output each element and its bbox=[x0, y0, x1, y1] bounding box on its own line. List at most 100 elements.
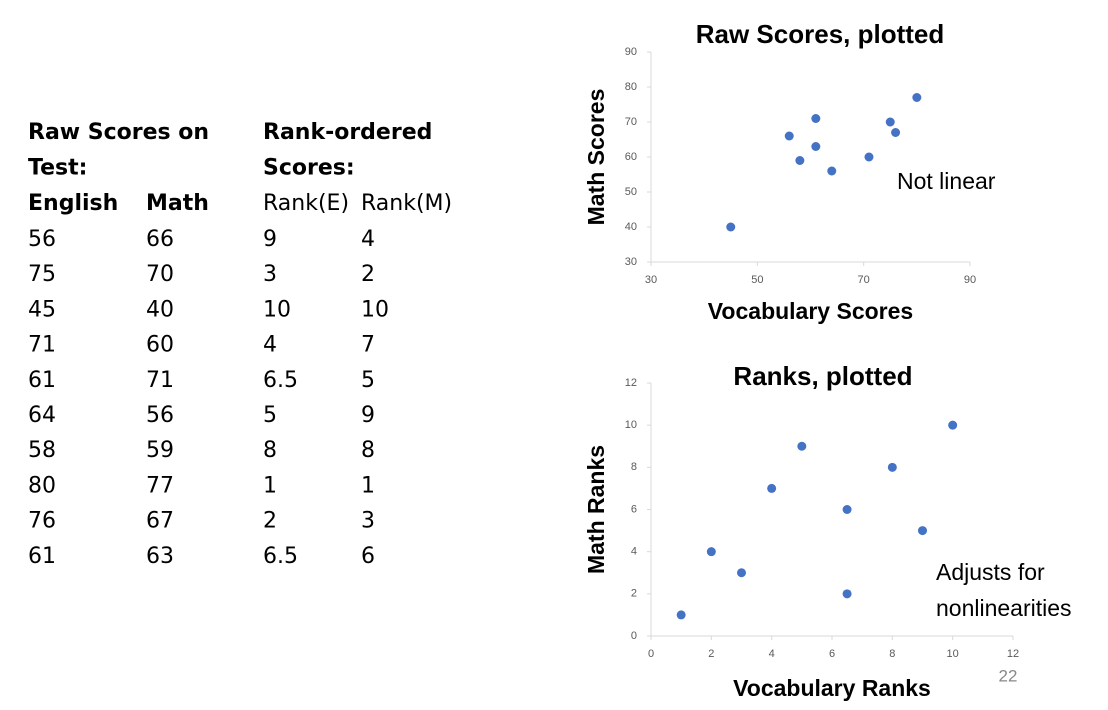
table-cell: 5 bbox=[361, 368, 375, 393]
table-cell: 3 bbox=[361, 509, 375, 534]
y-tick-label: 10 bbox=[625, 419, 637, 431]
x-tick-label: 4 bbox=[769, 648, 775, 660]
table-cell: 8 bbox=[361, 438, 375, 463]
table-cell: 6.5 bbox=[263, 544, 298, 569]
table-cell: 1 bbox=[361, 473, 375, 498]
chart-title: Ranks, plotted bbox=[733, 361, 912, 391]
y-axis-label: Math Ranks bbox=[583, 445, 609, 574]
x-axis-label: Vocabulary Ranks bbox=[733, 675, 931, 701]
point bbox=[811, 142, 821, 151]
point bbox=[706, 547, 716, 557]
point bbox=[737, 568, 746, 578]
point bbox=[797, 441, 807, 451]
table-cell: 59 bbox=[146, 438, 174, 463]
table-cell: 2 bbox=[361, 262, 375, 287]
y-tick-label: 70 bbox=[625, 116, 637, 128]
y-tick-label: 6 bbox=[631, 503, 637, 515]
point bbox=[842, 505, 852, 514]
table-cell: 1 bbox=[263, 473, 277, 498]
table-cell: 45 bbox=[28, 297, 56, 322]
y-tick-label: 90 bbox=[625, 46, 637, 58]
column-header: English bbox=[28, 191, 118, 216]
point bbox=[842, 589, 852, 599]
x-tick-label: 12 bbox=[1007, 648, 1019, 660]
point bbox=[827, 166, 837, 176]
y-tick-label: 80 bbox=[625, 81, 637, 93]
point bbox=[887, 462, 897, 472]
table-cell: 2 bbox=[263, 509, 277, 534]
y-tick-label: 8 bbox=[631, 461, 637, 473]
table-cell: 61 bbox=[28, 368, 56, 393]
table-cell: 9 bbox=[361, 403, 375, 428]
table-header: Scores: bbox=[263, 156, 355, 181]
table-cell: 7 bbox=[361, 333, 375, 358]
annotation: Not linear bbox=[897, 168, 996, 194]
x-tick-label: 10 bbox=[947, 648, 959, 660]
table-cell: 4 bbox=[263, 333, 277, 358]
column-header: Rank(E) bbox=[263, 191, 349, 216]
table-header: Rank-ordered bbox=[263, 120, 432, 145]
x-tick-label: 2 bbox=[708, 648, 714, 660]
point bbox=[811, 114, 821, 123]
point bbox=[795, 156, 805, 165]
x-tick-label: 6 bbox=[829, 648, 835, 660]
point bbox=[726, 222, 736, 232]
table-cell: 5 bbox=[263, 403, 277, 428]
table-header: Raw Scores on bbox=[28, 120, 209, 145]
y-tick-label: 60 bbox=[625, 151, 637, 163]
table-cell: 56 bbox=[28, 227, 56, 252]
table-cell: 76 bbox=[28, 509, 56, 534]
table-cell: 70 bbox=[146, 262, 174, 287]
point bbox=[676, 610, 686, 620]
x-tick-label: 50 bbox=[751, 274, 763, 286]
table-cell: 6.5 bbox=[263, 368, 298, 393]
table-cell: 71 bbox=[28, 333, 56, 358]
x-tick-label: 0 bbox=[648, 648, 654, 660]
table-cell: 9 bbox=[263, 227, 277, 252]
page-number: 22 bbox=[999, 666, 1018, 685]
x-axis-label: Vocabulary Scores bbox=[708, 298, 913, 324]
point bbox=[948, 420, 958, 430]
table-cell: 66 bbox=[146, 227, 174, 252]
x-tick-label: 30 bbox=[645, 274, 657, 286]
y-tick-label: 4 bbox=[631, 546, 637, 558]
table-cell: 64 bbox=[28, 403, 56, 428]
table-cell: 80 bbox=[28, 473, 56, 498]
table-cell: 10 bbox=[263, 297, 291, 322]
table-cell: 77 bbox=[146, 473, 174, 498]
table-cell: 63 bbox=[146, 544, 174, 569]
y-tick-label: 50 bbox=[625, 186, 637, 198]
table-cell: 40 bbox=[146, 297, 174, 322]
chart-title: Raw Scores, plotted bbox=[696, 19, 945, 49]
table-cell: 60 bbox=[146, 333, 174, 358]
table-cell: 6 bbox=[361, 544, 375, 569]
y-tick-label: 12 bbox=[625, 377, 637, 389]
point bbox=[784, 131, 794, 141]
y-tick-label: 2 bbox=[631, 588, 637, 600]
point bbox=[885, 117, 895, 127]
table-cell: 4 bbox=[361, 227, 375, 252]
x-tick-label: 90 bbox=[964, 274, 976, 286]
annotation: Adjusts for bbox=[936, 559, 1045, 585]
point bbox=[912, 93, 922, 102]
table-cell: 8 bbox=[263, 438, 277, 463]
x-tick-label: 8 bbox=[889, 648, 895, 660]
table-cell: 67 bbox=[146, 509, 174, 534]
column-header: Rank(M) bbox=[361, 191, 452, 216]
table-header: Test: bbox=[28, 156, 87, 181]
y-tick-label: 0 bbox=[631, 630, 637, 642]
point bbox=[864, 152, 874, 162]
table-cell: 10 bbox=[361, 297, 389, 322]
table-cell: 3 bbox=[263, 262, 277, 287]
table-cell: 58 bbox=[28, 438, 56, 463]
annotation: nonlinearities bbox=[936, 595, 1072, 621]
table-cell: 71 bbox=[146, 368, 174, 393]
y-tick-label: 30 bbox=[625, 256, 637, 268]
point bbox=[891, 128, 901, 137]
point bbox=[918, 526, 927, 536]
y-tick-label: 40 bbox=[625, 221, 637, 233]
point bbox=[767, 483, 777, 493]
table-cell: 75 bbox=[28, 262, 56, 287]
column-header: Math bbox=[146, 191, 209, 216]
